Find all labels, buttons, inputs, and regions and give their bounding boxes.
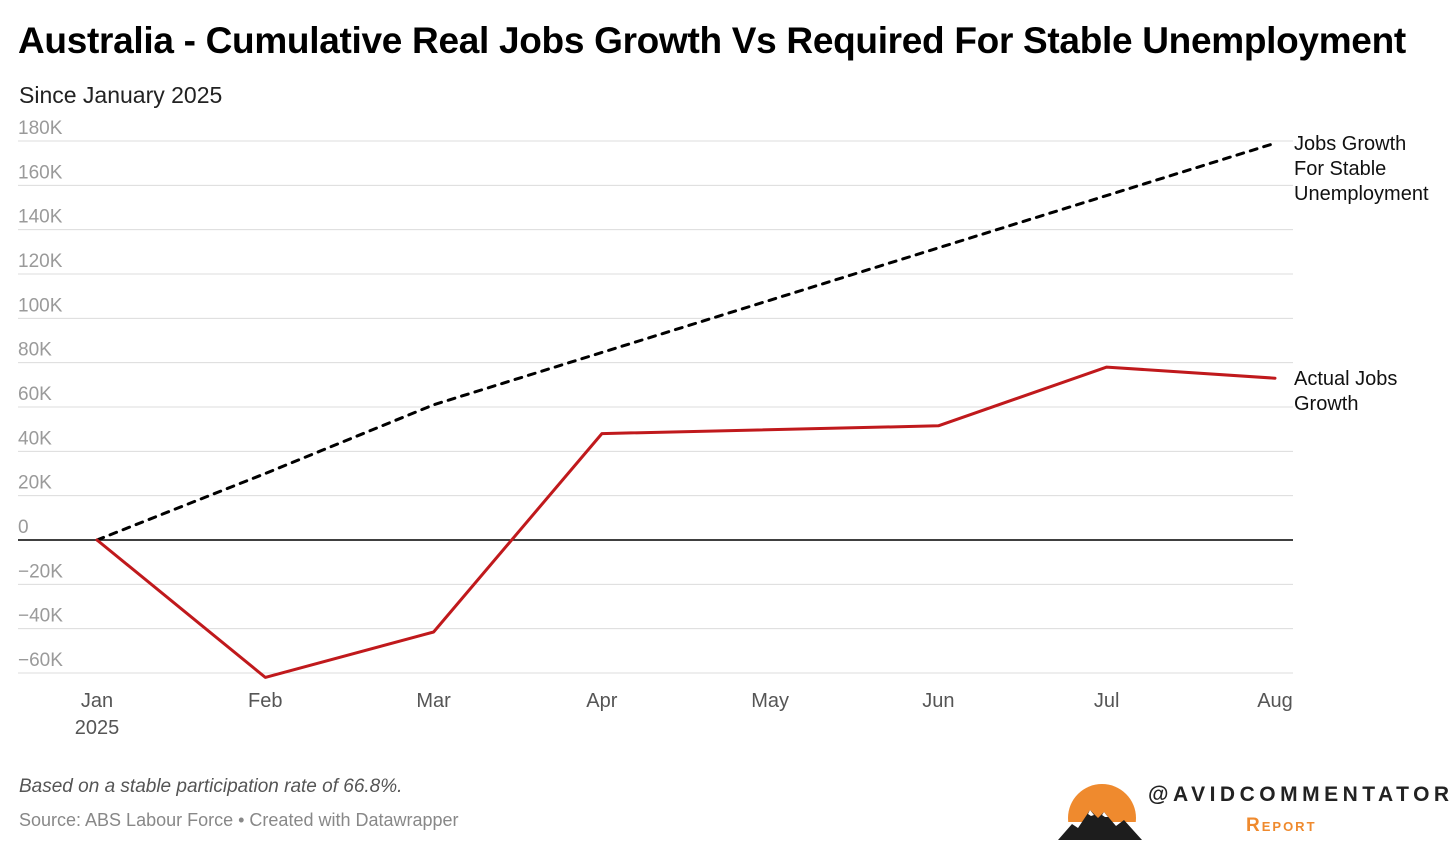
y-tick-label: 140K bbox=[18, 207, 63, 228]
y-tick-label: −40K bbox=[18, 606, 63, 627]
y-axis-ticks: −60K −40K −20K 0 20K 40K 60K 80K 100K 120K 140K 160… bbox=[18, 118, 63, 671]
series-point bbox=[601, 433, 602, 434]
y-tick-label: 20K bbox=[18, 473, 52, 494]
brand-subtitle: Report bbox=[1246, 815, 1317, 836]
x-tick-label: Jul bbox=[1094, 690, 1120, 712]
series-label-line: For Stable bbox=[1294, 158, 1386, 180]
y-tick-label: 0 bbox=[18, 517, 29, 538]
mountain-sun-icon bbox=[1058, 784, 1148, 842]
brand-name: @AVIDCOMMENTATOR bbox=[1148, 783, 1454, 806]
y-tick-label: 100K bbox=[18, 295, 63, 316]
x-tick-label: Feb bbox=[248, 690, 282, 712]
x-tick-label: Jan bbox=[81, 690, 113, 712]
series-point bbox=[1106, 367, 1107, 368]
series-point bbox=[433, 631, 434, 632]
y-tick-label: 180K bbox=[18, 118, 63, 139]
x-tick-label: Aug bbox=[1257, 690, 1293, 712]
series-label-line: Unemployment bbox=[1294, 183, 1429, 205]
series-line-0 bbox=[95, 141, 1277, 542]
x-axis-ticks: Jan 2025 Feb Mar Apr May Jun Jul Aug bbox=[75, 690, 1293, 739]
series-label-line: Growth bbox=[1294, 393, 1358, 415]
x-tick-label-year: 2025 bbox=[75, 717, 120, 739]
x-tick-label: Apr bbox=[586, 690, 617, 712]
grid-layer bbox=[18, 140, 1293, 674]
series-labels: Jobs Growth For Stable Unemployment Actual … bbox=[1294, 133, 1429, 415]
x-tick-label: May bbox=[751, 690, 789, 712]
y-tick-label: 40K bbox=[18, 428, 52, 449]
series-point bbox=[265, 677, 266, 678]
x-tick-label: Mar bbox=[416, 690, 451, 712]
y-tick-label: 120K bbox=[18, 251, 63, 272]
series-point bbox=[433, 404, 434, 405]
series-point bbox=[1275, 143, 1276, 144]
x-tick-label: Jun bbox=[922, 690, 954, 712]
y-tick-label: 80K bbox=[18, 340, 52, 361]
series-label-line: Actual Jobs bbox=[1294, 368, 1397, 390]
y-tick-label: −60K bbox=[18, 650, 63, 671]
series-point bbox=[97, 540, 98, 541]
y-tick-label: 60K bbox=[18, 384, 52, 405]
series-point bbox=[1275, 378, 1276, 379]
series-point bbox=[265, 473, 266, 474]
line-chart: −60K −40K −20K 0 20K 40K 60K 80K 100K 120K 140K 160… bbox=[18, 118, 1429, 739]
chart-subtitle: Since January 2025 bbox=[19, 82, 223, 108]
y-tick-label: −20K bbox=[18, 561, 63, 582]
y-tick-label: 160K bbox=[18, 162, 63, 183]
series-label-line: Jobs Growth bbox=[1294, 133, 1406, 155]
chart-note: Based on a stable participation rate of … bbox=[19, 776, 403, 797]
chart-source: Source: ABS Labour Force • Created with … bbox=[19, 810, 459, 830]
series-line-1 bbox=[95, 365, 1277, 679]
series-point bbox=[938, 425, 939, 426]
chart-title: Australia - Cumulative Real Jobs Growth … bbox=[18, 20, 1406, 61]
series-layer bbox=[95, 141, 1277, 679]
